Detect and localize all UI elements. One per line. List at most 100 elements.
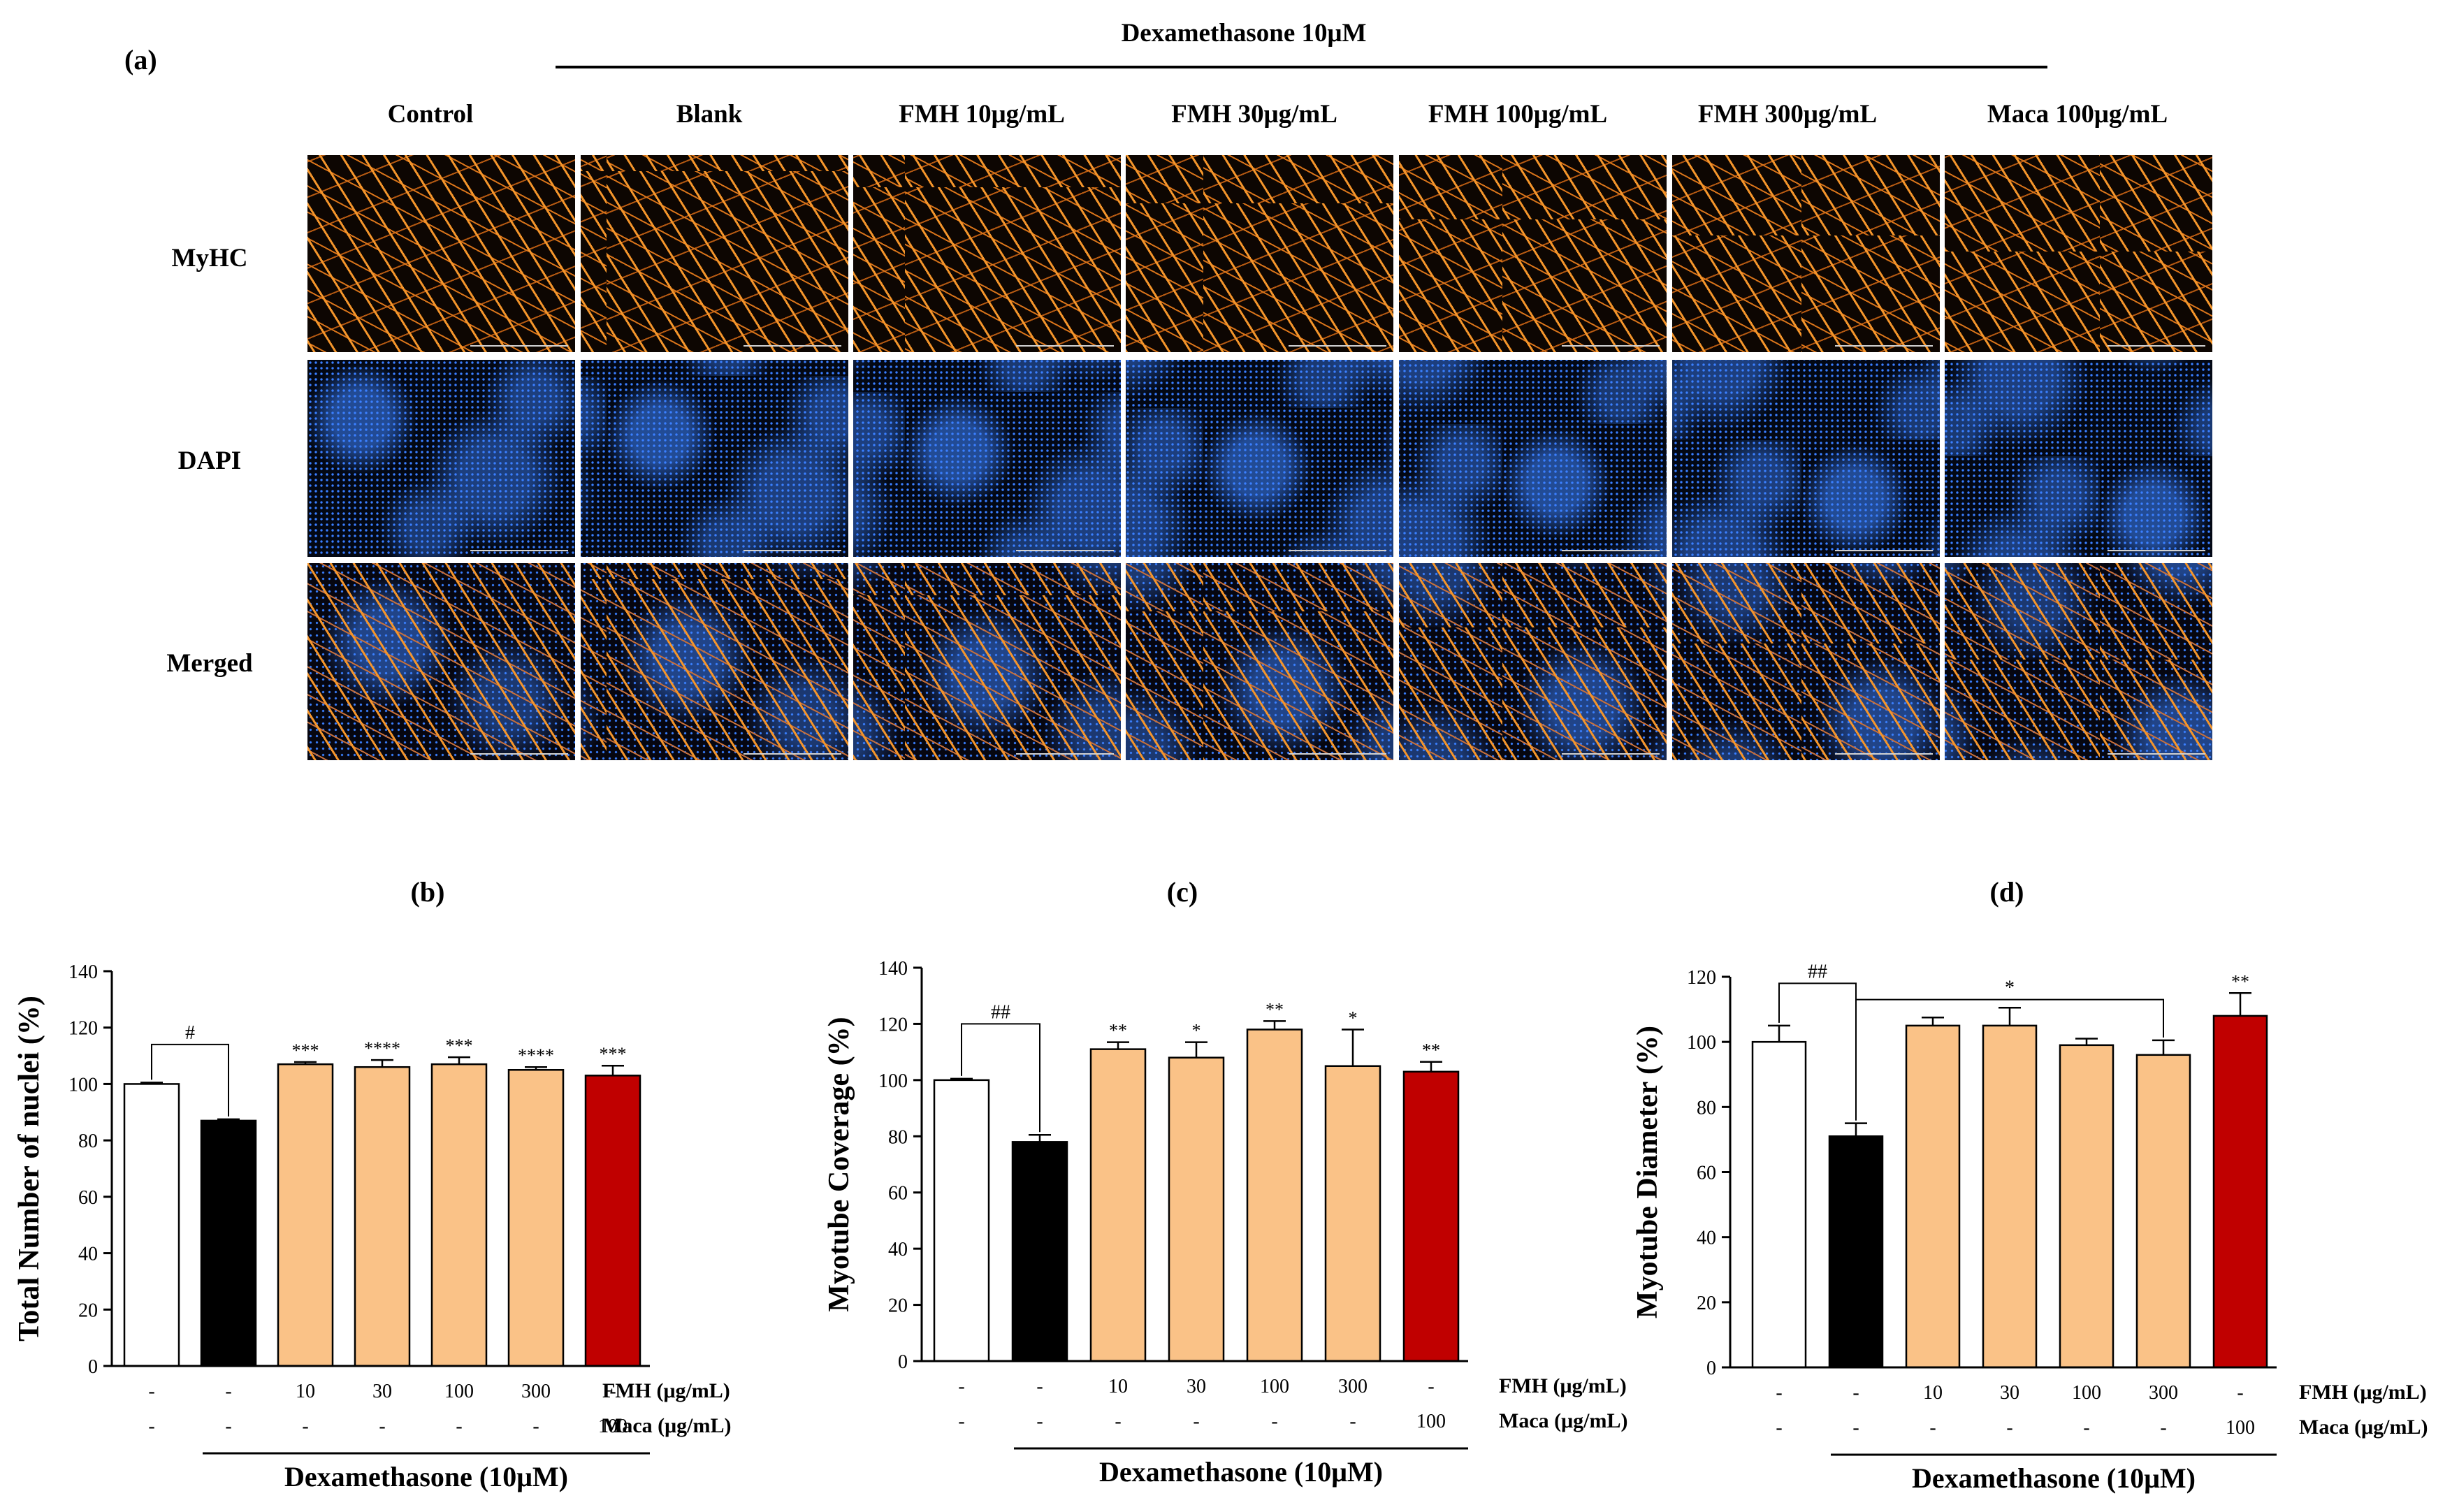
chart-3-bracket-label-1: ## [1808,961,1827,982]
column-header-5: FMH 100μg/mL [1428,100,1608,129]
chart-2-dexamethasone-label: Dexamethasone (10μM) [1099,1456,1383,1488]
chart-1-y-tick-label: 40 [78,1244,98,1265]
micrograph-myhc-1 [307,155,575,352]
chart-2-y-axis-label: Myotube Coverage (%) [823,1017,855,1311]
chart-3-fmh-row-label: FMH (μg/mL) [2299,1381,2427,1404]
chart-2-significance-stars: ** [1265,999,1284,1019]
chart-1-significance-stars: **** [518,1045,554,1066]
chart-2-y-tick-label: 0 [898,1351,908,1373]
micrograph-merged-2 [581,563,848,760]
chart-1-significance-stars: *** [446,1035,473,1056]
chart-1-comparison-bracket-1 [151,1043,229,1117]
chart-1-dexamethasone-label: Dexamethasone (10μM) [284,1461,568,1492]
chart-1-maca-dose: - [379,1416,385,1437]
chart-1-bar-7 [584,1075,641,1367]
chart-1-fmh-dose: 300 [521,1381,551,1402]
micrograph-dapi-1 [307,360,575,557]
micrograph-dapi-5 [1399,360,1667,557]
chart-2-bar-4 [1168,1056,1225,1362]
chart-3-bar-5 [2059,1044,2115,1369]
chart-3-fmh-dose: - [1852,1382,1859,1404]
column-header-7: Maca 100μg/mL [1987,100,2168,129]
column-header-4: FMH 30μg/mL [1171,100,1337,129]
chart-3-bar-6 [2135,1054,2191,1369]
chart-2-bar-5 [1246,1028,1303,1362]
chart-2-maca-dose: - [958,1411,964,1432]
chart-3-fmh-dose: - [1776,1382,1782,1404]
micrograph-merged-7 [1945,563,2212,760]
chart-2-fmh-dose: - [958,1376,964,1397]
chart-3-bar-3 [1905,1024,1961,1369]
micrograph-myhc-3 [853,155,1121,352]
chart-2-fmh-dose: 30 [1187,1376,1206,1397]
chart-2-fmh-row-label: FMH (μg/mL) [1499,1374,1627,1397]
chart-2-bracket-label-1: ## [991,1001,1010,1023]
chart-1-y-tick-label: 100 [68,1074,98,1096]
chart-3-y-tick-label: 100 [1687,1032,1716,1054]
chart-1-fmh-dose: 10 [296,1381,315,1402]
micrograph-myhc-4 [1126,155,1393,352]
chart-1-fmh-row-label: FMH (μg/mL) [602,1379,730,1402]
chart-2-significance-stars: * [1349,1008,1358,1028]
chart-2-fmh-dose: 100 [1260,1376,1289,1397]
micrograph-myhc-6 [1672,155,1940,352]
scale-bar [1289,753,1386,755]
panel-a-letter: (a) [124,44,157,75]
micrograph-myhc-7 [1945,155,2212,352]
chart-3-fmh-dose: 30 [2000,1382,2019,1404]
chart-3-panel-letter: (d) [1990,876,2024,908]
chart-2-y-tick-label: 140 [878,958,908,980]
chart-1-fmh-dose: 100 [444,1381,474,1402]
chart-1-significance-stars: **** [364,1038,400,1059]
scale-bar [743,345,841,347]
chart-3-y-tick-label: 0 [1706,1358,1716,1379]
dexamethasone-header-line [556,66,2047,68]
micrograph-merged-6 [1672,563,1940,760]
chart-2-panel-letter: (c) [1167,876,1198,908]
micrograph-dapi-3 [853,360,1121,557]
scale-bar [2108,345,2205,347]
chart-3-y-tick-label: 80 [1697,1097,1716,1119]
scale-bar [1562,550,1660,551]
column-header-6: FMH 300μg/mL [1697,100,1878,129]
chart-1-y-tick-label: 60 [78,1187,98,1209]
chart-3-dexamethasone-label: Dexamethasone (10μM) [1912,1462,2196,1494]
chart-3-maca-dose: - [1776,1417,1782,1439]
chart-3-maca-dose: - [2160,1417,2166,1439]
scale-bar [1016,550,1114,551]
chart-2-bar-6 [1324,1065,1381,1362]
chart-3-bracket-label-2: * [2005,977,2015,999]
chart-2-y-tick-label: 40 [888,1239,908,1260]
chart-3-fmh-dose: - [2237,1382,2243,1404]
chart-2-significance-stars: * [1192,1021,1201,1041]
dexamethasone-header: Dexamethasone 10μM [1121,19,1367,48]
chart-1-y-axis-label: Total Number of nuclei (%) [13,996,45,1342]
scale-bar [2108,753,2205,755]
chart-1-maca-dose: - [302,1416,308,1437]
chart-1-significance-stars: *** [600,1044,627,1064]
chart-3-fmh-dose: 10 [1923,1382,1943,1404]
chart-2-significance-stars: ** [1109,1021,1127,1041]
chart-1-bracket-label-1: # [185,1022,195,1044]
chart-2-y-tick-label: 100 [878,1070,908,1092]
chart-2-maca-dose: - [1271,1411,1277,1432]
chart-1-fmh-dose: - [225,1381,231,1402]
scale-bar [1289,550,1386,551]
chart-3-maca-dose: - [1852,1417,1859,1439]
chart-3-fmh-dose: 100 [2072,1382,2101,1404]
scale-bar [1835,753,1933,755]
chart-1-maca-dose: - [456,1416,462,1437]
chart-2-maca-dose: 100 [1416,1411,1446,1432]
chart-2-fmh-dose: - [1036,1376,1043,1397]
micrograph-myhc-5 [1399,155,1667,352]
micrograph-dapi-7 [1945,360,2212,557]
chart-2-bar-2 [1011,1141,1068,1362]
scale-bar [1562,753,1660,755]
scale-bar [470,550,568,551]
chart-2-bar-7 [1402,1070,1460,1362]
chart-2-y-tick-label: 80 [888,1126,908,1148]
micrograph-merged-3 [853,563,1121,760]
chart-3-maca-row-label: Maca (μg/mL) [2299,1416,2428,1439]
chart-1-bar-3 [277,1063,334,1367]
chart-2-fmh-dose: 300 [1338,1376,1368,1397]
